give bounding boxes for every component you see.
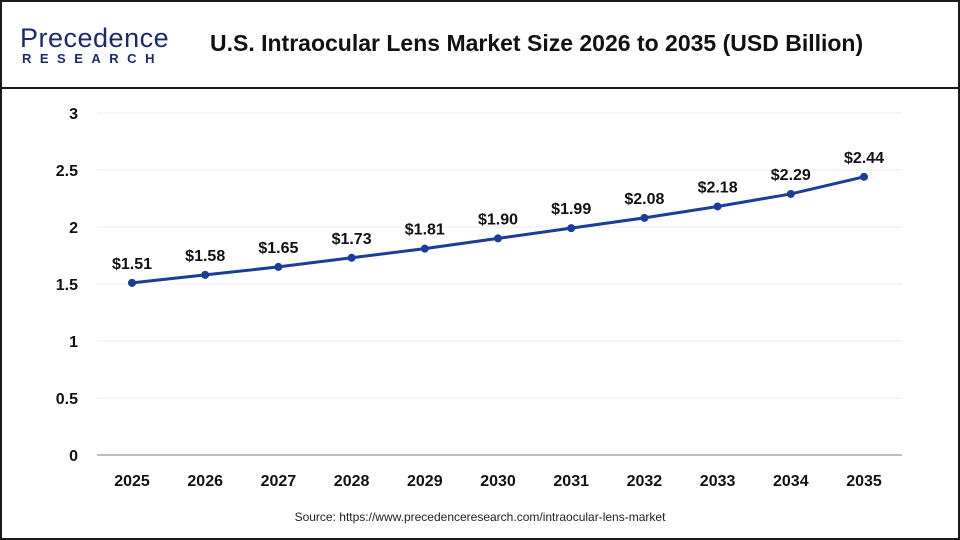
series-line [131,175,865,285]
x-tick-label: 2026 [187,473,223,490]
data-point [640,213,649,222]
x-tick-label: 2034 [773,473,809,490]
data-point [860,172,868,181]
data-point [347,253,356,262]
y-tick-label: 2.5 [56,163,78,180]
source-text: Source: https://www.precedenceresearch.c… [294,510,666,524]
y-tick-label: 0.5 [56,391,78,408]
x-tick-label: 2029 [407,473,443,490]
x-tick-label: 2027 [261,473,297,490]
y-tick-label: 1 [69,334,78,351]
data-label: $1.73 [332,231,372,248]
data-point [274,262,283,271]
data-point [494,234,502,243]
x-tick-label: 2033 [700,473,736,490]
data-label: $1.65 [258,240,298,257]
data-point [567,224,576,233]
data-point [420,244,429,253]
logo-line1: Precedence [20,23,170,53]
data-label: $2.18 [698,179,738,196]
data-label: $1.99 [551,201,591,218]
x-tick-label: 2031 [553,473,589,490]
logo-line2: RESEARCH [22,51,163,66]
y-tick-label: 0 [69,448,78,465]
x-tick-label: 2028 [334,473,370,490]
data-label: $2.08 [624,191,664,208]
x-tick-label: 2030 [480,473,516,490]
data-label: $1.90 [478,211,518,228]
y-tick-label: 1.5 [56,277,78,294]
chart-title: U.S. Intraocular Lens Market Size 2026 t… [210,30,864,56]
data-point [786,189,795,198]
data-label: $2.29 [771,167,811,184]
header: Precedence RESEARCH U.S. Intraocular Len… [2,2,958,89]
x-tick-label: 2025 [114,473,150,490]
logo: Precedence RESEARCH [20,24,169,66]
data-point [201,270,210,279]
y-tick-label: 3 [69,106,78,123]
x-tick-label: 2035 [846,473,882,490]
x-tick-label: 2032 [627,473,663,490]
y-tick-label: 2 [69,220,78,237]
data-point [713,202,722,211]
data-label: $1.58 [185,248,225,265]
data-label: $1.81 [405,222,445,239]
data-label: $2.44 [844,150,884,167]
data-label: $1.51 [112,256,152,273]
data-point [128,278,136,287]
